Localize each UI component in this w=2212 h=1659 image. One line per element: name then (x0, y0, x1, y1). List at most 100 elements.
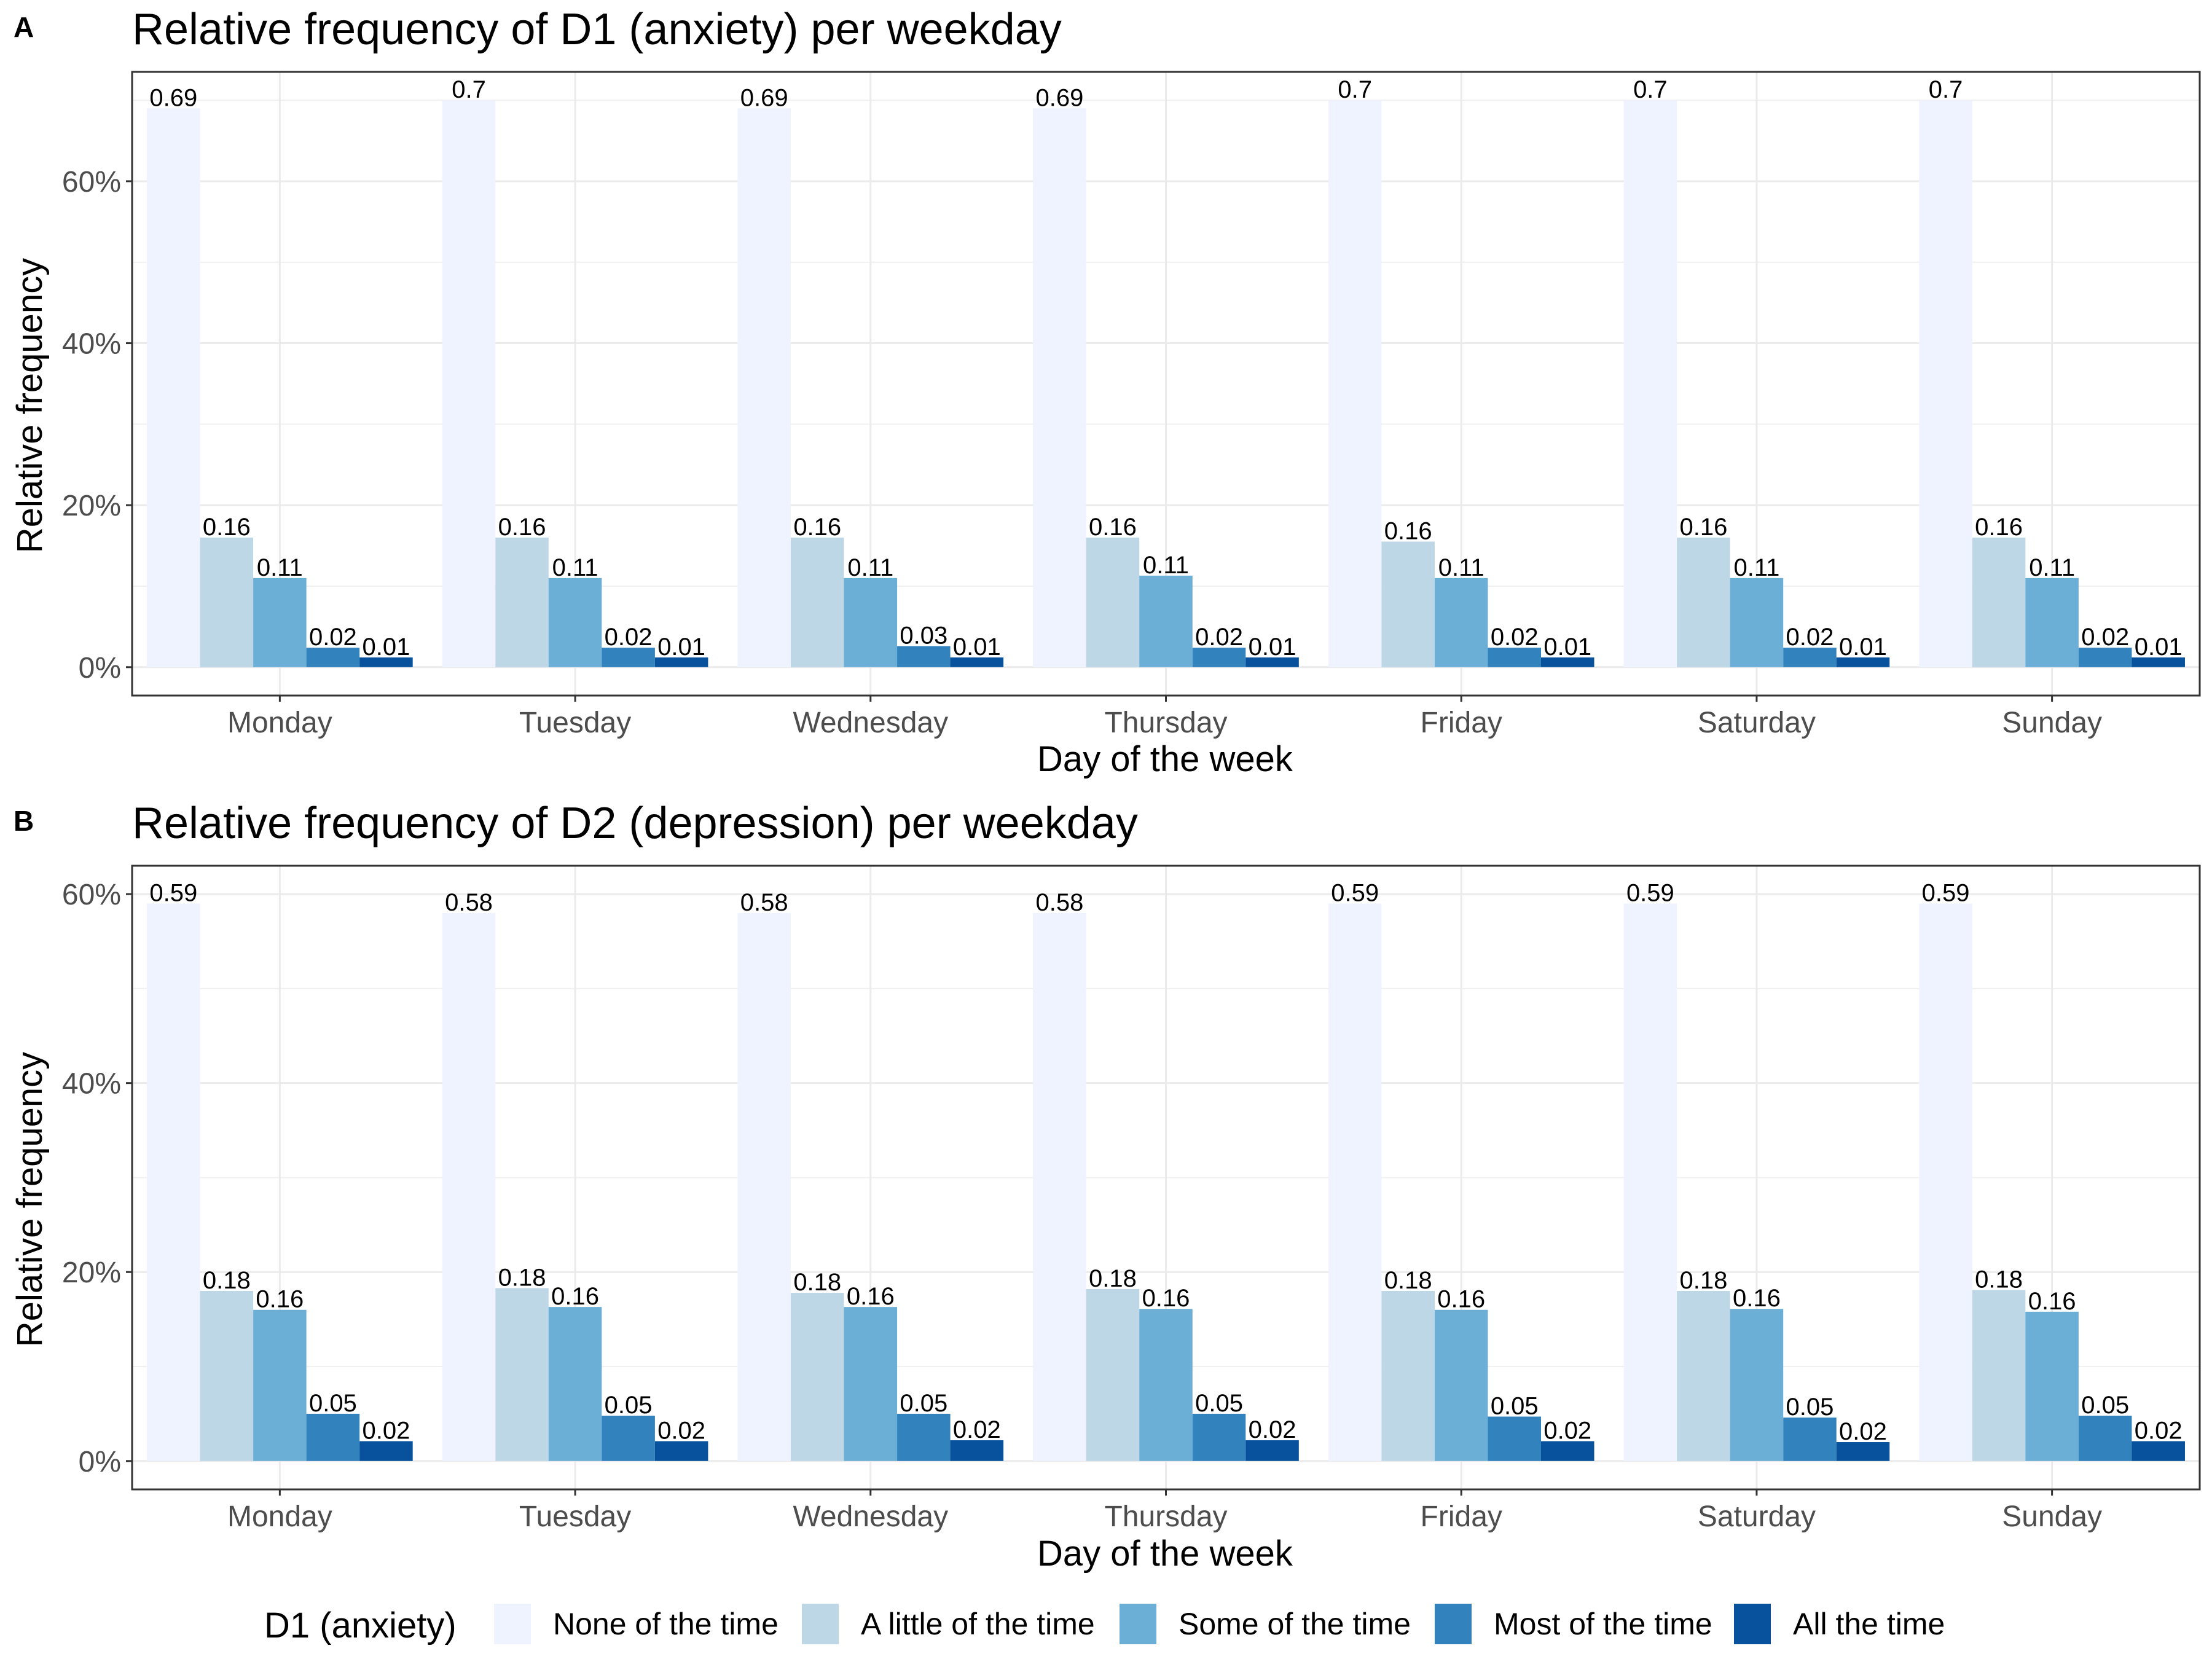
legend-label: Some of the time (1179, 1607, 1411, 1641)
panel-b-bar (548, 1307, 602, 1461)
panel-b-data-label: 0.02 (953, 1416, 1001, 1443)
panel-b-y-tick-label: 20% (62, 1257, 121, 1289)
panel-a-panel-border (131, 71, 2201, 697)
panel-b-x-tick-label: Tuesday (519, 1500, 631, 1533)
panel-a-x-tick-label: Saturday (1698, 707, 1816, 739)
panel-b-x-tick-label: Sunday (2002, 1500, 2102, 1533)
panel-a: A Relative frequency of D1 (anxiety) per… (10, 5, 2201, 779)
panel-b-x-tick-label: Friday (1421, 1500, 1502, 1533)
panel-b-data-label: 0.05 (1786, 1394, 1834, 1421)
panel-a-bar (1730, 578, 1784, 667)
legend-key (494, 1604, 531, 1644)
panel-b-bar (1488, 1416, 1542, 1461)
panel-b-bar (1381, 1290, 1435, 1461)
panel-a-data-label: 0.11 (847, 554, 893, 581)
panel-a-data-label: 0.02 (309, 624, 357, 651)
panel-b-data-label: 0.02 (657, 1417, 705, 1444)
panel-a-bar (1434, 578, 1488, 667)
panel-b-data-label: 0.59 (149, 880, 197, 907)
panel-a-data-label: 0.16 (1384, 517, 1432, 544)
panel-b-data-label: 0.58 (445, 889, 493, 916)
panel-b-bar (1972, 1290, 2026, 1461)
panel-b-data-label: 0.18 (793, 1269, 841, 1296)
panel-a-bar (1245, 657, 1299, 667)
panel-b-data-label: 0.05 (2081, 1392, 2129, 1419)
legend-title: D1 (anxiety) (264, 1606, 457, 1645)
panel-a-bar (548, 578, 602, 667)
panel-b-y-tick-label: 0% (79, 1446, 121, 1478)
panel-a-bar (200, 537, 254, 667)
legend-key (1734, 1604, 1771, 1644)
panel-b-panel-border (131, 865, 2201, 1491)
panel-a-data-label: 0.11 (2029, 554, 2075, 581)
panel-a-bar (654, 657, 708, 667)
panel-a-bar (1488, 648, 1542, 667)
panel-b-data-label: 0.02 (1839, 1418, 1887, 1445)
panel-b-data-label: 0.58 (740, 889, 788, 916)
panel-a-bar (147, 108, 200, 667)
panel-b-bar (442, 912, 496, 1461)
panel-a-data-label: 0.16 (498, 514, 546, 541)
panel-a-data-label: 0.01 (657, 633, 705, 661)
panel-b-data-label: 0.18 (498, 1264, 546, 1291)
panel-a-data-label: 0.01 (362, 633, 410, 661)
panel-a-data-label: 0.01 (1543, 633, 1591, 661)
panel-b-data-label: 0.59 (1922, 880, 1970, 907)
panel-b-bar (790, 1293, 844, 1461)
panel-b-bar (1033, 912, 1086, 1461)
panel-a-tag: A (14, 11, 34, 43)
panel-b-data-label: 0.02 (2135, 1417, 2183, 1444)
panel-b-x-tick-label: Saturday (1698, 1500, 1816, 1533)
panel-b-data-label: 0.02 (1543, 1417, 1591, 1444)
panel-a-plot: 0%20%40%60%0.690.160.110.02 0.01Monday0.7… (62, 71, 2201, 739)
panel-a-data-label: 0.16 (793, 514, 841, 541)
panel-b-bar (602, 1415, 655, 1461)
panel-b-bar (1434, 1309, 1488, 1461)
panel-b-title: Relative frequency of D2 (depression) pe… (132, 799, 1138, 848)
panel-b-bar (844, 1307, 898, 1461)
panel-b-bar (2132, 1441, 2185, 1461)
panel-a-data-label: 0.16 (1679, 514, 1727, 541)
panel-b-data-label: 0.16 (1437, 1286, 1485, 1313)
panel-a-y-tick-label: 40% (62, 328, 121, 361)
legend-key (1120, 1604, 1156, 1644)
panel-a-data-label: 0.69 (149, 84, 197, 111)
panel-b-data-label: 0.58 (1036, 889, 1084, 916)
panel-a-data-label: 0.11 (1438, 554, 1484, 581)
panel-a-data-label: 0.01 (953, 633, 1001, 661)
panel-b-data-label: 0.16 (551, 1283, 599, 1310)
panel-a-bar (602, 648, 655, 667)
panel-a-y-tick-label: 20% (62, 490, 121, 522)
panel-b-y-tick-label: 60% (62, 879, 121, 911)
panel-a-data-label: 0.11 (552, 554, 598, 581)
panel-b-x-tick-label: Thursday (1104, 1500, 1227, 1533)
panel-b-data-label: 0.16 (2028, 1288, 2076, 1315)
panel-b-tag: B (14, 805, 34, 837)
panel-b-bar (1730, 1309, 1784, 1461)
panel-a-bar (1541, 657, 1594, 667)
panel-a-data-label: 0.69 (1036, 84, 1084, 111)
panel-a-bar (1328, 100, 1382, 667)
legend-items: None of the time A little of the time Some… (494, 1604, 1945, 1644)
panel-b-data-label: 0.02 (1249, 1416, 1296, 1443)
panel-b-bar (200, 1290, 254, 1461)
panel-b-bar (1086, 1288, 1140, 1461)
panel-a-bar (1381, 541, 1435, 667)
panel-b-y-tick-label: 40% (62, 1068, 121, 1100)
panel-b-bar (253, 1309, 307, 1461)
panel-b-data-label: 0.18 (1679, 1267, 1727, 1294)
panel-b-bar (1192, 1413, 1246, 1461)
panel-b-data-label: 0.05 (309, 1390, 357, 1417)
panel-a-data-label: 0.11 (1143, 552, 1189, 579)
panel-a-data-label: 0.11 (257, 554, 303, 581)
panel-b-data-label: 0.02 (362, 1417, 410, 1444)
legend-label: None of the time (553, 1607, 779, 1641)
panel-a-data-label: 0.01 (2135, 633, 2183, 661)
panel-a-bar (950, 657, 1004, 667)
panel-b-bar (1623, 903, 1677, 1461)
panel-a-bar (1033, 108, 1086, 667)
panel-b-x-tick-label: Monday (227, 1500, 332, 1533)
panel-a-bar (737, 108, 791, 667)
panel-a-data-label: 0.16 (203, 514, 251, 541)
